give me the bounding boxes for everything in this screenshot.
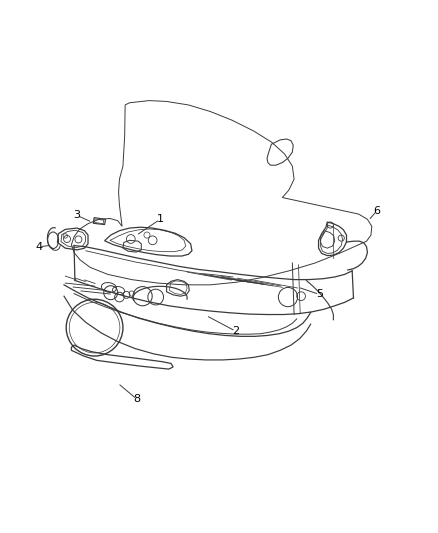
Text: 4: 4 bbox=[35, 242, 42, 252]
Text: 2: 2 bbox=[232, 326, 239, 336]
Text: 8: 8 bbox=[133, 394, 141, 404]
Text: 5: 5 bbox=[316, 289, 323, 300]
Text: 3: 3 bbox=[74, 211, 81, 221]
Text: 6: 6 bbox=[374, 206, 381, 216]
Text: 1: 1 bbox=[156, 214, 163, 224]
